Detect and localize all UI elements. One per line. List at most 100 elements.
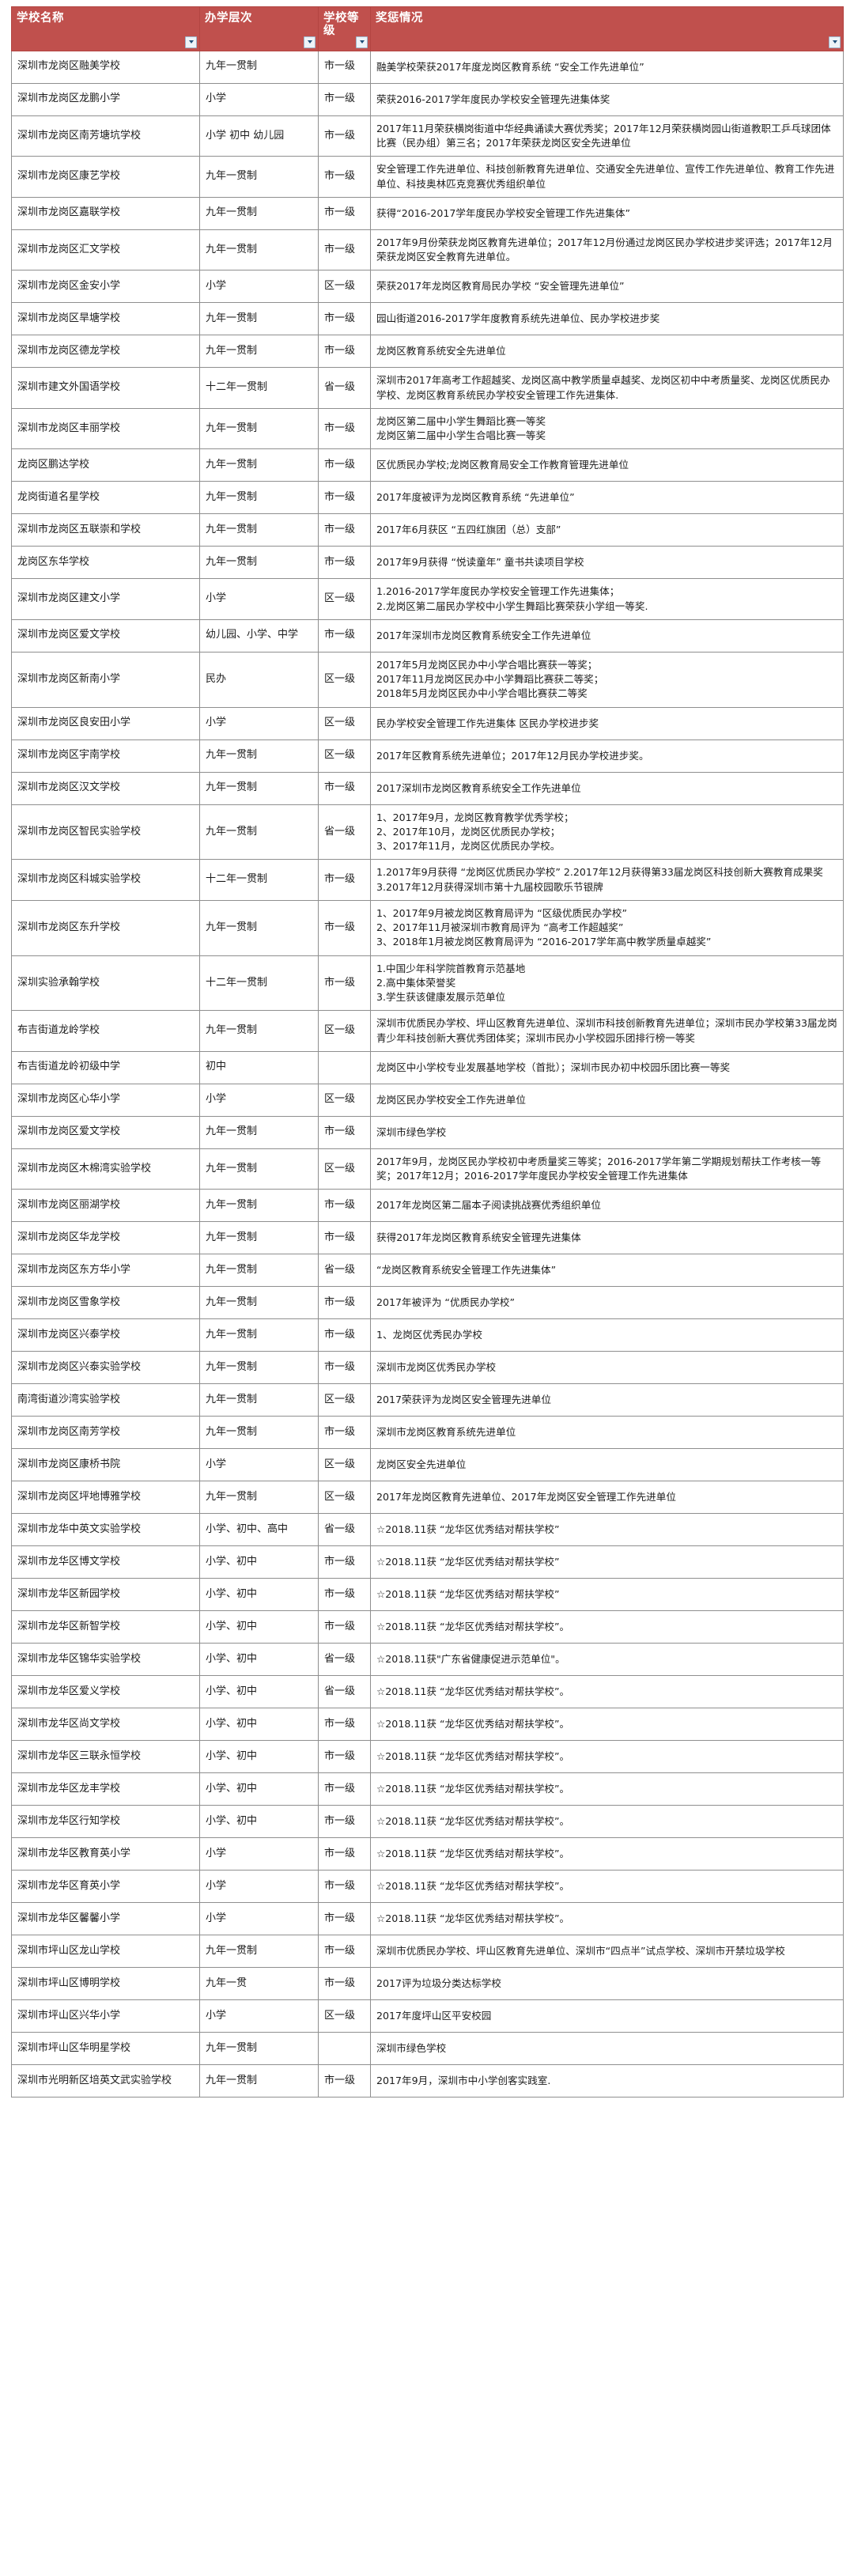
cell-school_grade[interactable] bbox=[318, 2032, 371, 2066]
cell-school_level[interactable]: 小学 bbox=[199, 578, 319, 620]
cell-school_name[interactable]: 深圳市龙岗区汉文学校 bbox=[11, 771, 200, 805]
cell-awards[interactable]: 2017年度被评为龙岗区教育系统 “先进单位” bbox=[370, 481, 844, 515]
cell-awards[interactable]: 2017年深圳市龙岗区教育系统安全工作先进单位 bbox=[370, 618, 844, 653]
cell-school_name[interactable]: 深圳市龙华区三联永恒学校 bbox=[11, 1740, 200, 1774]
cell-school_name[interactable]: 深圳市龙岗区爱文学校 bbox=[11, 1115, 200, 1149]
cell-awards[interactable]: 1.2016-2017学年度民办学校安全管理工作先进集体； 2.龙岗区第二届民办… bbox=[370, 578, 844, 620]
cell-awards[interactable]: 获得“2016-2017学年度民办学校安全管理工作先进集体” bbox=[370, 196, 844, 230]
filter-dropdown-icon[interactable] bbox=[356, 36, 368, 48]
cell-school_grade[interactable]: 市一级 bbox=[318, 1967, 371, 2001]
cell-school_grade[interactable]: 市一级 bbox=[318, 1545, 371, 1579]
cell-school_level[interactable]: 九年一贯制 bbox=[199, 1416, 319, 1450]
cell-school_level[interactable]: 九年一贯制 bbox=[199, 771, 319, 805]
cell-school_name[interactable]: 龙岗区东华学校 bbox=[11, 546, 200, 580]
cell-school_grade[interactable]: 市一级 bbox=[318, 1740, 371, 1774]
cell-school_name[interactable]: 深圳市龙岗区康桥书院 bbox=[11, 1448, 200, 1482]
cell-school_level[interactable]: 小学、初中 bbox=[199, 1708, 319, 1742]
cell-school_level[interactable]: 九年一贯制 bbox=[199, 156, 319, 198]
cell-awards[interactable]: ☆2018.11获 “龙华区优秀结对帮扶学校” bbox=[370, 1545, 844, 1579]
cell-school_name[interactable]: 深圳市龙岗区五联崇和学校 bbox=[11, 513, 200, 547]
cell-school_level[interactable]: 小学 初中 幼儿园 bbox=[199, 115, 319, 157]
cell-school_grade[interactable]: 市一级 bbox=[318, 1318, 371, 1352]
cell-awards[interactable]: 融美学校荣获2017年度龙岗区教育系统 “安全工作先进单位” bbox=[370, 50, 844, 84]
cell-awards[interactable]: 1、2017年9月被龙岗区教育局评为 “区级优质民办学校” 2、2017年11月… bbox=[370, 899, 844, 956]
cell-school_grade[interactable]: 区一级 bbox=[318, 651, 371, 708]
cell-awards[interactable]: 2017年9月，深圳市中小学创客实践室. bbox=[370, 2064, 844, 2098]
cell-school_level[interactable]: 幼儿园、小学、中学 bbox=[199, 618, 319, 653]
cell-school_level[interactable]: 九年一贯制 bbox=[199, 302, 319, 336]
cell-school_grade[interactable]: 市一级 bbox=[318, 618, 371, 653]
cell-school_grade[interactable]: 市一级 bbox=[318, 115, 371, 157]
cell-awards[interactable]: ☆2018.11获 “龙华区优秀结对帮扶学校”。 bbox=[370, 1837, 844, 1871]
cell-school_name[interactable]: 深圳市龙华区锦华实验学校 bbox=[11, 1643, 200, 1677]
cell-school_level[interactable]: 小学、初中 bbox=[199, 1545, 319, 1579]
cell-awards[interactable]: 民办学校安全管理工作先进集体 区民办学校进步奖 bbox=[370, 706, 844, 740]
cell-school_grade[interactable] bbox=[318, 1050, 371, 1084]
cell-school_name[interactable]: 深圳市龙岗区宇南学校 bbox=[11, 739, 200, 773]
cell-awards[interactable]: ☆2018.11获 “龙华区优秀结对帮扶学校”。 bbox=[370, 1610, 844, 1644]
cell-school_level[interactable]: 小学 bbox=[199, 1083, 319, 1117]
cell-school_level[interactable]: 小学、初中 bbox=[199, 1805, 319, 1839]
cell-school_grade[interactable]: 市一级 bbox=[318, 50, 371, 84]
cell-awards[interactable]: 2017年9月份荣获龙岗区教育先进单位；2017年12月份通过龙岗区民办学校进步… bbox=[370, 229, 844, 271]
cell-school_grade[interactable]: 省一级 bbox=[318, 804, 371, 861]
filter-dropdown-icon[interactable] bbox=[185, 36, 197, 48]
cell-school_name[interactable]: 深圳市龙岗区华龙学校 bbox=[11, 1221, 200, 1255]
cell-awards[interactable]: 龙岗区第二届中小学生舞蹈比赛一等奖 龙岗区第二届中小学生合唱比赛一等奖 bbox=[370, 407, 844, 450]
cell-school_level[interactable]: 小学 bbox=[199, 1448, 319, 1482]
cell-school_grade[interactable]: 市一级 bbox=[318, 859, 371, 901]
cell-school_name[interactable]: 南湾街道沙湾实验学校 bbox=[11, 1383, 200, 1417]
cell-school_level[interactable]: 九年一贯制 bbox=[199, 481, 319, 515]
cell-awards[interactable]: 2017年6月获区 “五四红旗团（总）支部” bbox=[370, 513, 844, 547]
cell-school_grade[interactable]: 区一级 bbox=[318, 1148, 371, 1190]
cell-school_name[interactable]: 深圳市龙岗区汇文学校 bbox=[11, 229, 200, 271]
cell-school_level[interactable]: 九年一贯制 bbox=[199, 1481, 319, 1515]
cell-school_name[interactable]: 深圳市龙岗区智民实验学校 bbox=[11, 804, 200, 861]
cell-school_grade[interactable]: 市一级 bbox=[318, 156, 371, 198]
cell-school_grade[interactable]: 区一级 bbox=[318, 706, 371, 740]
cell-school_name[interactable]: 深圳市龙华区馨馨小学 bbox=[11, 1902, 200, 1936]
cell-awards[interactable]: 2017年龙岗区第二届本子阅读挑战赛优秀组织单位 bbox=[370, 1189, 844, 1223]
cell-school_grade[interactable]: 区一级 bbox=[318, 1083, 371, 1117]
cell-school_grade[interactable]: 省一级 bbox=[318, 1254, 371, 1288]
cell-school_grade[interactable]: 市一级 bbox=[318, 1286, 371, 1320]
cell-awards[interactable]: 1.2017年9月获得 “龙岗区优质民办学校” 2.2017年12月获得第33届… bbox=[370, 859, 844, 901]
cell-school_grade[interactable]: 区一级 bbox=[318, 739, 371, 773]
cell-school_name[interactable]: 布吉街道龙岭初级中学 bbox=[11, 1050, 200, 1084]
cell-school_grade[interactable]: 市一级 bbox=[318, 513, 371, 547]
cell-awards[interactable]: 2017深圳市龙岗区教育系统安全工作先进单位 bbox=[370, 771, 844, 805]
cell-school_grade[interactable]: 省一级 bbox=[318, 367, 371, 409]
cell-school_level[interactable]: 小学 bbox=[199, 1999, 319, 2033]
cell-school_level[interactable]: 九年一贯制 bbox=[199, 1351, 319, 1385]
cell-school_name[interactable]: 深圳市建文外国语学校 bbox=[11, 367, 200, 409]
cell-awards[interactable]: 2017年9月获得 “悦读童年” 童书共读项目学校 bbox=[370, 546, 844, 580]
cell-school_grade[interactable]: 市一级 bbox=[318, 1935, 371, 1969]
cell-school_grade[interactable]: 省一级 bbox=[318, 1643, 371, 1677]
cell-school_level[interactable]: 九年一贯制 bbox=[199, 1286, 319, 1320]
cell-school_level[interactable]: 九年一贯制 bbox=[199, 1935, 319, 1969]
cell-school_grade[interactable]: 市一级 bbox=[318, 481, 371, 515]
cell-school_level[interactable]: 小学 bbox=[199, 1870, 319, 1904]
cell-school_level[interactable]: 小学、初中 bbox=[199, 1740, 319, 1774]
cell-school_name[interactable]: 龙岗区鹏达学校 bbox=[11, 448, 200, 482]
cell-school_name[interactable]: 深圳市龙华区尚文学校 bbox=[11, 1708, 200, 1742]
cell-awards[interactable]: 1.中国少年科学院首教育示范基地 2.高中集体荣誉奖 3.学生获该健康发展示范单… bbox=[370, 955, 844, 1012]
cell-school_grade[interactable]: 市一级 bbox=[318, 229, 371, 271]
cell-school_grade[interactable]: 市一级 bbox=[318, 1578, 371, 1612]
cell-school_level[interactable]: 九年一贯制 bbox=[199, 335, 319, 369]
cell-awards[interactable]: ☆2018.11获 “龙华区优秀结对帮扶学校”。 bbox=[370, 1675, 844, 1709]
cell-school_level[interactable]: 十二年一贯制 bbox=[199, 367, 319, 409]
cell-school_level[interactable]: 九年一贯制 bbox=[199, 50, 319, 84]
cell-school_grade[interactable]: 市一级 bbox=[318, 1610, 371, 1644]
cell-awards[interactable]: 荣获2017年龙岗区教育局民办学校 “安全管理先进单位” bbox=[370, 270, 844, 304]
cell-school_name[interactable]: 深圳市龙岗区兴泰实验学校 bbox=[11, 1351, 200, 1385]
cell-school_level[interactable]: 初中 bbox=[199, 1050, 319, 1084]
cell-awards[interactable]: 2017评为垃圾分类达标学校 bbox=[370, 1967, 844, 2001]
cell-school_level[interactable]: 小学 bbox=[199, 706, 319, 740]
cell-school_level[interactable]: 小学、初中 bbox=[199, 1610, 319, 1644]
cell-awards[interactable]: 2017年被评为 “优质民办学校” bbox=[370, 1286, 844, 1320]
cell-awards[interactable]: 2017年5月龙岗区民办中小学合唱比赛获一等奖； 2017年11月龙岗区民办中小… bbox=[370, 651, 844, 708]
cell-school_grade[interactable]: 区一级 bbox=[318, 1448, 371, 1482]
cell-awards[interactable]: ☆2018.11获"广东省健康促进示范单位"。 bbox=[370, 1643, 844, 1677]
cell-school_name[interactable]: 深圳市龙华区教育英小学 bbox=[11, 1837, 200, 1871]
